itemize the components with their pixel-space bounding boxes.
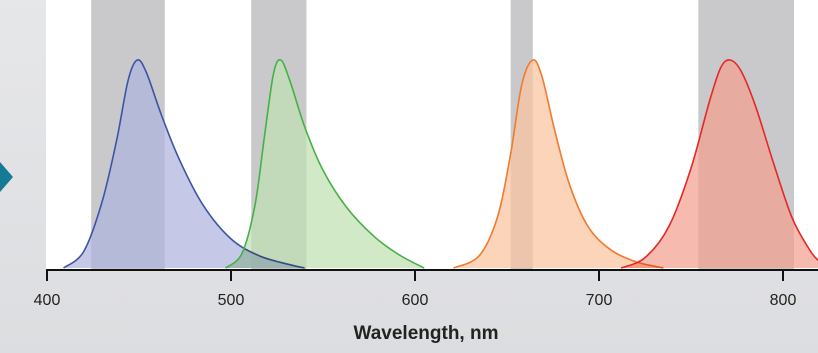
x-tick-label-400: 400 <box>34 292 61 309</box>
spectrum-fill-3 <box>453 59 664 268</box>
spectrum-fill-1 <box>63 59 305 269</box>
spectrum-fill-2 <box>225 59 425 269</box>
side-arrow-icon <box>0 162 13 192</box>
x-tick-label-500: 500 <box>218 292 245 309</box>
x-axis-title: Wavelength, nm <box>354 323 499 344</box>
spectrum-curve-3 <box>453 59 664 269</box>
spectrum-fill-4 <box>621 59 818 268</box>
spectrum-curve-4 <box>620 59 818 269</box>
x-tick-label-600: 600 <box>402 292 429 309</box>
x-axis-ticks: 400 500 600 700 800 <box>34 270 797 309</box>
spectrum-curve-2 <box>224 59 425 269</box>
x-tick-label-700: 700 <box>586 292 613 309</box>
spectra-curves <box>63 58 818 269</box>
x-tick-label-800: 800 <box>770 292 797 309</box>
